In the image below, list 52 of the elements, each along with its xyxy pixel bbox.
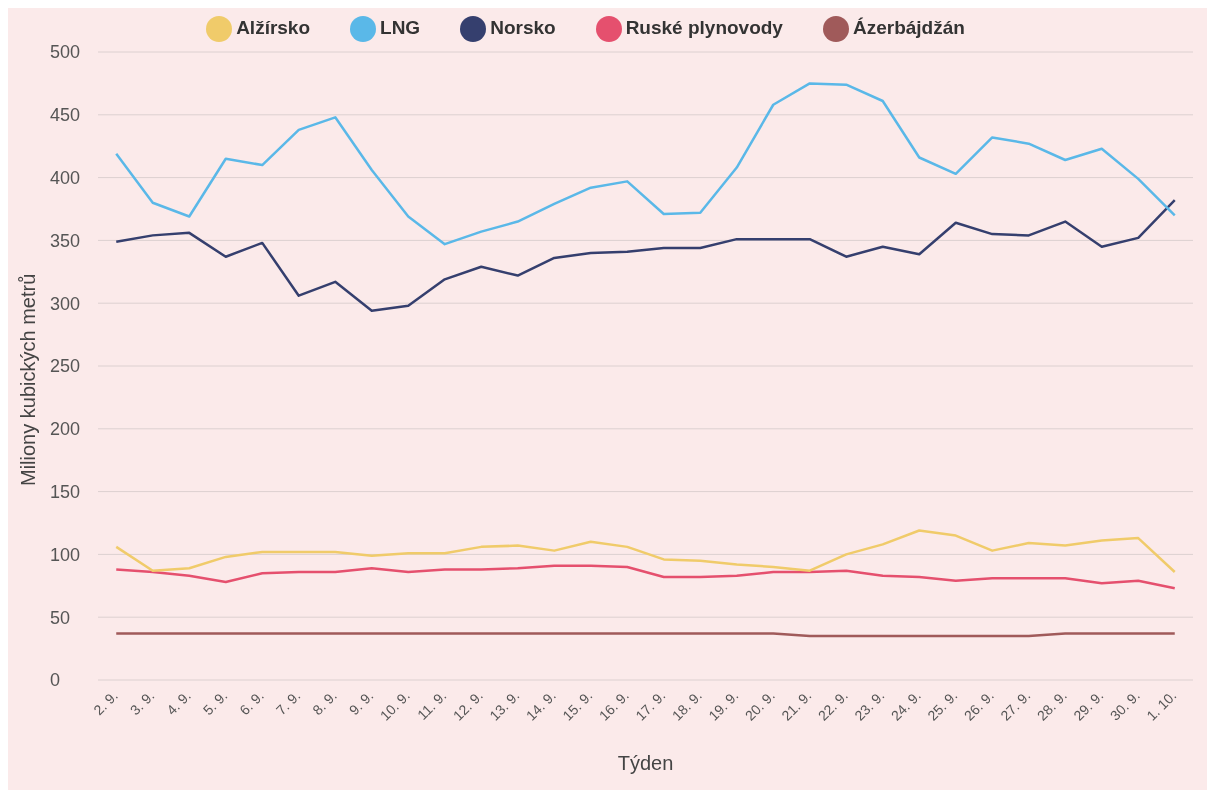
y-tick-label: 500 <box>50 42 81 63</box>
x-tick-label: 14. 9. <box>522 687 559 724</box>
x-tick-label: 7. 9. <box>272 687 304 719</box>
x-tick-label: 27. 9. <box>997 687 1034 724</box>
x-tick-label: 17. 9. <box>632 687 669 724</box>
x-tick-label: 4. 9. <box>163 687 194 719</box>
x-tick-label: 24. 9. <box>887 687 924 724</box>
line-series <box>115 564 1176 590</box>
x-tick-label: 22. 9. <box>814 687 851 724</box>
x-tick-label: 29. 9. <box>1070 687 1107 724</box>
y-tick-label: 50 <box>50 607 71 628</box>
x-tick-label: 30. 9. <box>1106 687 1143 724</box>
legend-label: Alžírsko <box>236 17 311 39</box>
x-axis-title: Týden <box>617 752 674 774</box>
x-tick-label: 12. 9. <box>449 687 486 724</box>
y-tick-label: 200 <box>50 419 81 440</box>
line-series <box>115 529 1176 574</box>
y-tick-label: 150 <box>50 481 81 502</box>
y-tick-label: 100 <box>50 544 81 565</box>
x-tick-label: 16. 9. <box>595 687 632 724</box>
legend-label: Norsko <box>490 17 556 39</box>
x-tick-label: 9. 9. <box>345 687 377 719</box>
legend-label: Ázerbájdžán <box>852 17 965 39</box>
y-tick-label: 300 <box>50 293 81 314</box>
y-tick-label: 400 <box>50 167 81 188</box>
legend-label: Ruské plynovody <box>625 17 783 39</box>
x-tick-label: 10. 9. <box>376 687 413 724</box>
x-tick-label: 21. 9. <box>778 687 815 724</box>
x-tick-label: 28. 9. <box>1033 687 1070 724</box>
line-series <box>115 82 1176 246</box>
x-tick-label: 2. 9. <box>90 687 121 719</box>
y-tick-label: 250 <box>50 356 81 377</box>
x-tick-label: 19. 9. <box>705 687 742 724</box>
y-tick-label: 450 <box>50 105 81 126</box>
x-tick-label: 6. 9. <box>236 687 267 719</box>
x-tick-label: 26. 9. <box>960 687 997 724</box>
x-tick-label: 20. 9. <box>741 687 778 724</box>
x-tick-label: 25. 9. <box>924 687 961 724</box>
x-tick-label: 13. 9. <box>486 687 523 724</box>
legend-label: LNG <box>380 17 421 39</box>
y-tick-label: 350 <box>50 230 81 251</box>
x-tick-label: 18. 9. <box>668 687 705 724</box>
x-tick-label: 11. 9. <box>414 687 450 723</box>
x-tick-label: 8. 9. <box>309 687 340 719</box>
x-tick-label: 15. 9. <box>559 687 596 724</box>
x-tick-label: 5. 9. <box>199 687 231 719</box>
y-tick-label: 0 <box>50 670 61 691</box>
line-series <box>115 198 1176 312</box>
y-axis-title: Miliony kubických metrů <box>17 273 40 486</box>
x-tick-label: 3. 9. <box>126 687 158 719</box>
x-tick-label: 1. 10. <box>1143 687 1180 724</box>
x-tick-label: 23. 9. <box>851 687 888 724</box>
